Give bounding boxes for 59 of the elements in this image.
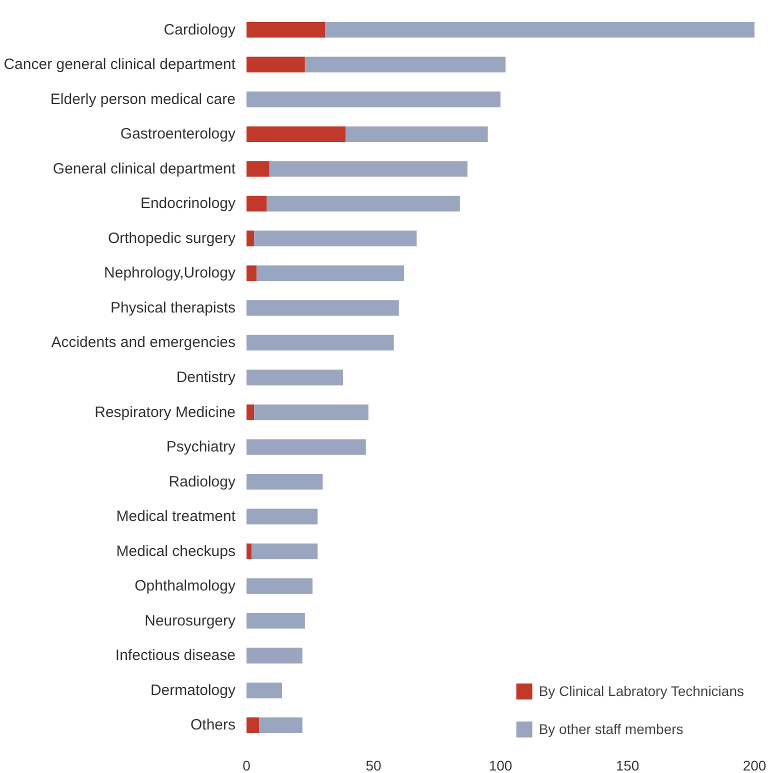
legend-label: By other staff members (538, 721, 684, 737)
bar (246, 196, 267, 212)
y-tick-label: General clinical department (52, 160, 236, 178)
y-tick-label: Endocrinology (140, 195, 236, 212)
y-tick-label: Elderly person medical care (50, 90, 236, 108)
x-tick-label: 150 (616, 758, 640, 773)
bar (256, 265, 404, 282)
y-tick-label: Neurosurgery (144, 612, 236, 630)
y-tick-label: Dermatology (150, 682, 236, 699)
bar (259, 717, 302, 733)
bar (246, 508, 318, 524)
y-tick-label: Nephrology,Urology (104, 264, 236, 282)
bar (246, 439, 366, 455)
bar (246, 92, 500, 108)
bar (246, 126, 346, 142)
x-tick-label: 50 (366, 758, 382, 773)
y-tick-label: Physical therapists (110, 299, 236, 316)
bar (246, 56, 305, 72)
bar (266, 196, 460, 212)
y-tick-label: Medical checkups (116, 542, 236, 560)
bar (325, 22, 754, 38)
bar (246, 161, 270, 177)
y-tick-label: Accidents and emergencies (51, 334, 236, 352)
y-tick-label: Orthopedic surgery (108, 230, 236, 247)
bar (246, 265, 257, 282)
y-tick-label: Others (190, 716, 236, 734)
bar (252, 544, 318, 560)
bar (246, 474, 323, 490)
bar (304, 56, 506, 72)
y-tick-label: Medical treatment (116, 508, 236, 526)
y-tick-label: Cardiology (164, 21, 236, 38)
y-tick-label: Psychiatry (166, 438, 236, 456)
bar (246, 682, 282, 698)
x-tick-label: 200 (742, 758, 766, 773)
bar (246, 544, 252, 560)
y-tick-label: Radiology (168, 473, 236, 490)
bar (246, 578, 313, 594)
bar (254, 404, 368, 420)
bar (269, 161, 468, 177)
bar (246, 717, 260, 733)
bar (346, 126, 488, 142)
bar (246, 22, 326, 38)
y-tick-label: Infectious disease (115, 647, 236, 664)
y-tick-label: Dentistry (176, 369, 236, 386)
bar (246, 370, 344, 386)
bar (246, 648, 302, 664)
bar (246, 404, 254, 420)
bar (254, 230, 417, 246)
bar (246, 613, 305, 629)
x-tick-label: 100 (488, 758, 512, 773)
legend-label: By Clinical Labratory Technicians (538, 683, 744, 699)
y-tick-label: Ophthalmology (134, 578, 236, 595)
bar (246, 230, 254, 246)
bar (246, 300, 399, 316)
y-tick-label: Respiratory Medicine (94, 404, 236, 421)
y-tick-label: Gastroenterology (120, 126, 236, 143)
x-tick-label: 0 (242, 758, 251, 773)
y-tick-label: Cancer general clinical department (4, 56, 236, 74)
bar (246, 334, 394, 351)
